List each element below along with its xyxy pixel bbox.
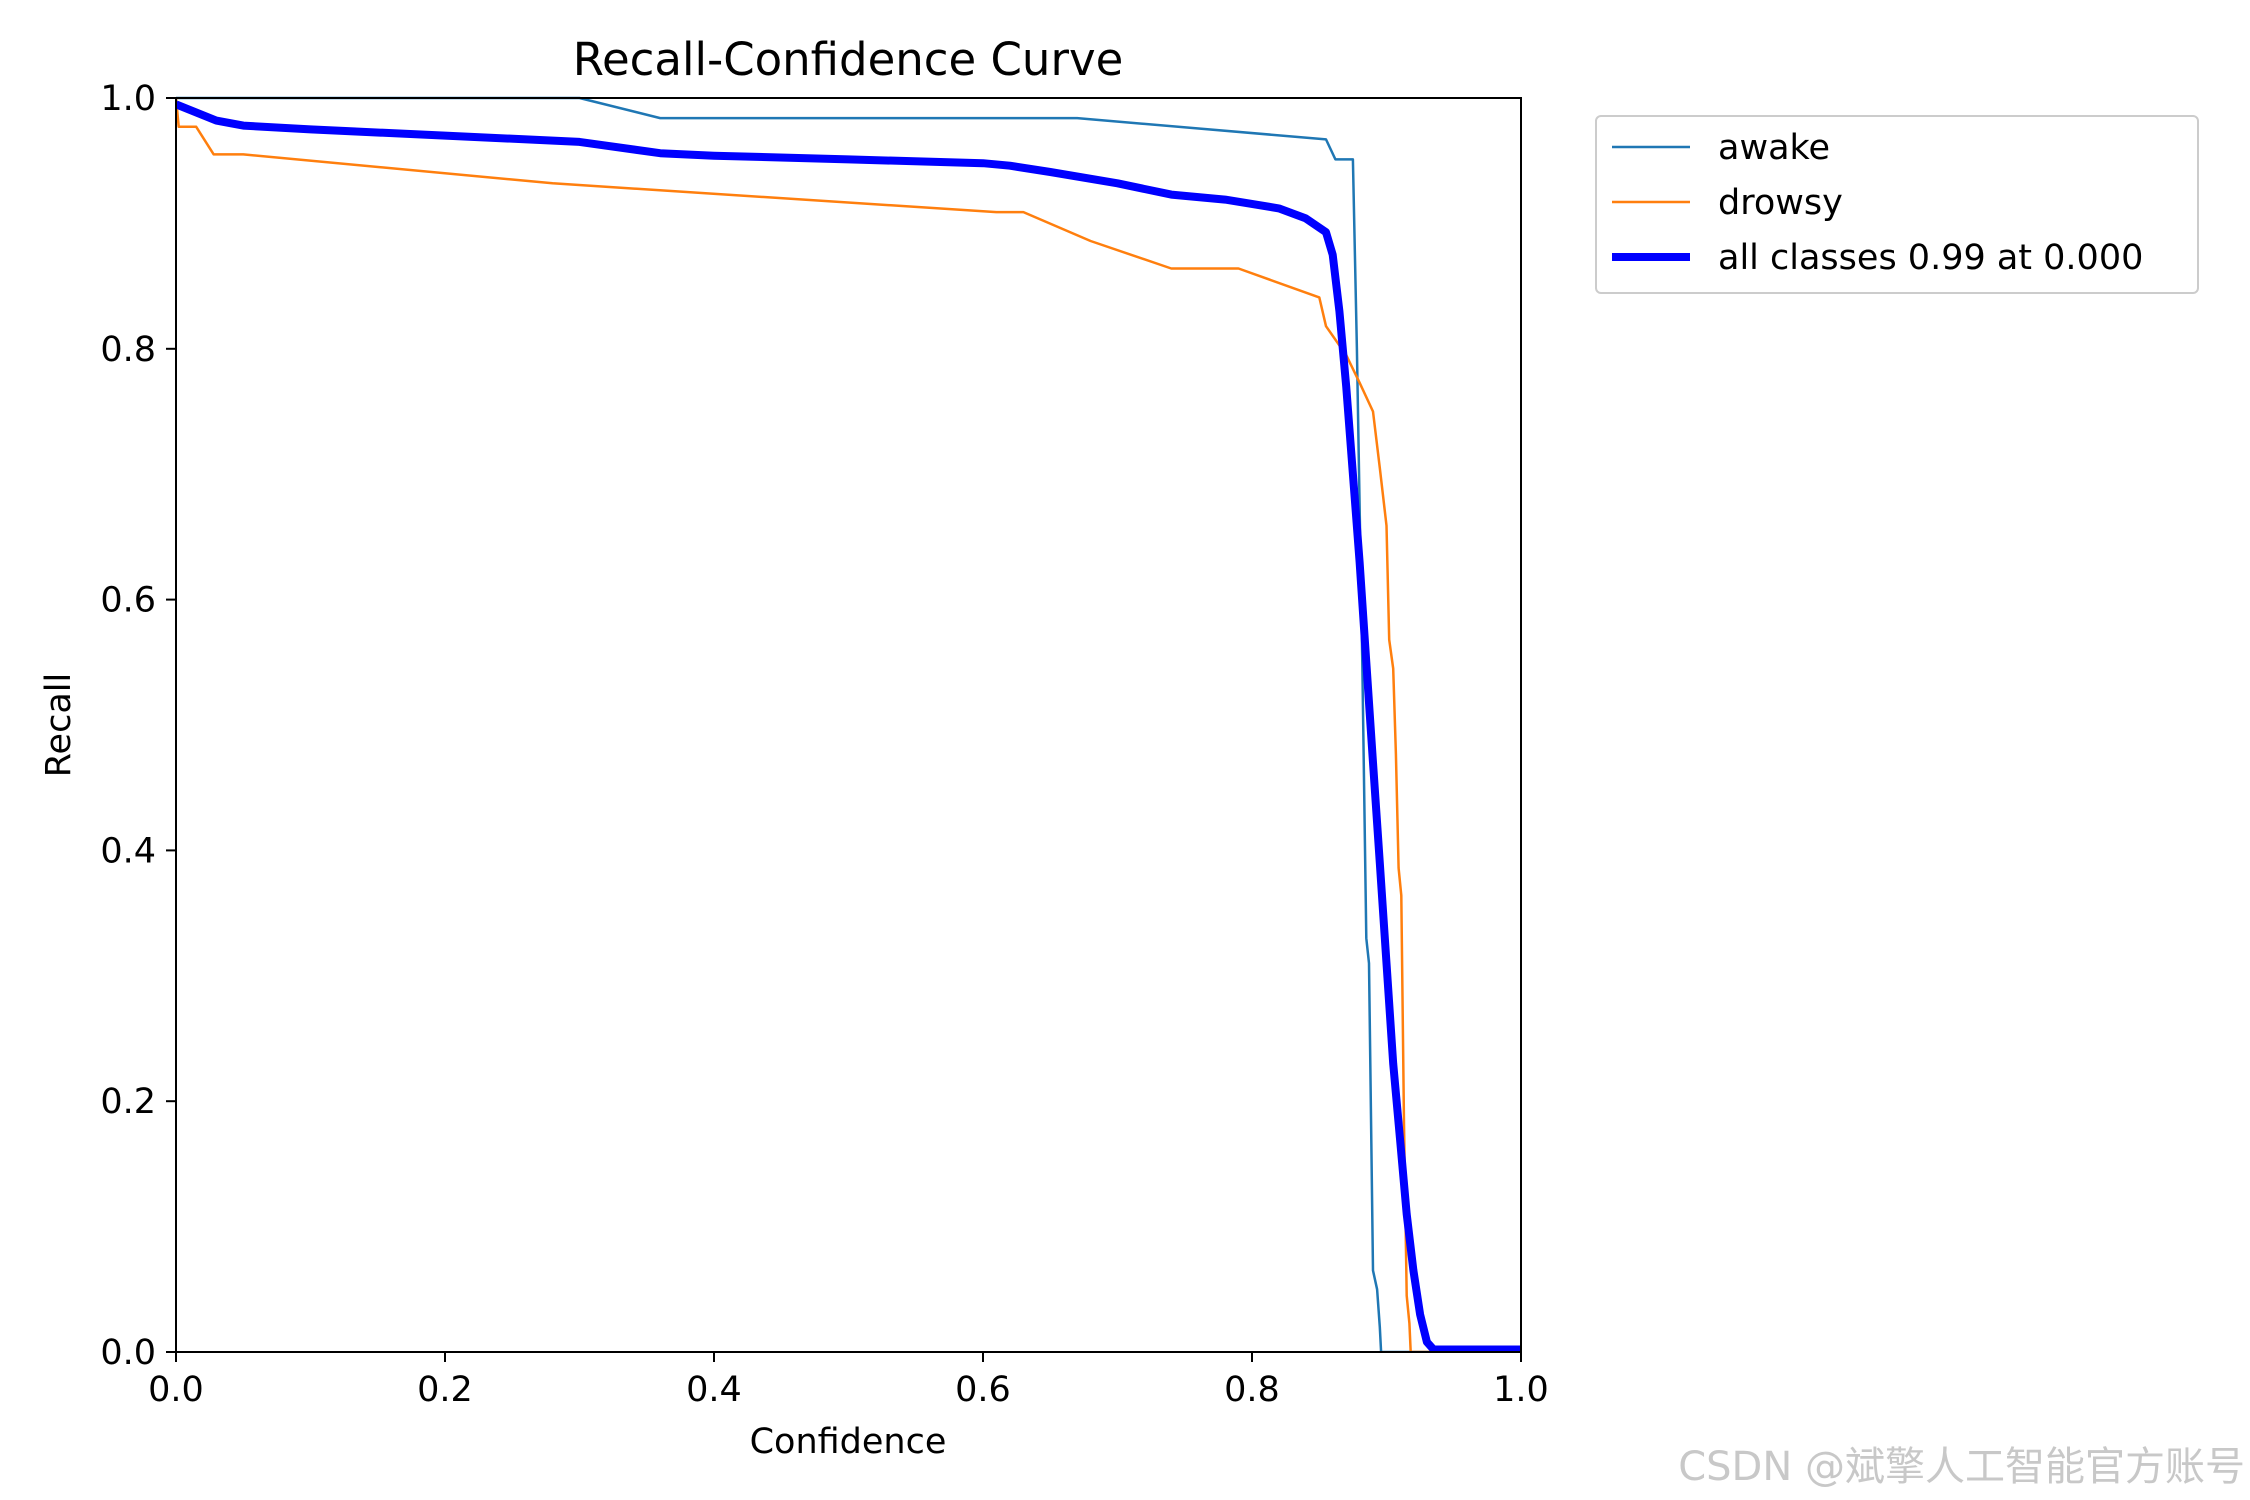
x-tick-label: 0.4 <box>686 1370 742 1410</box>
x-tick-label: 0.0 <box>148 1370 204 1410</box>
legend: awake drowsy all classes 0.99 at 0.000 <box>1595 115 2199 294</box>
legend-label: drowsy <box>1718 183 1843 223</box>
y-axis-label: Recall <box>39 673 79 777</box>
series-line-2 <box>176 100 1521 1352</box>
legend-label: awake <box>1718 128 1830 168</box>
y-axis-ticks: 0.0 0.2 0.4 0.6 0.8 1.0 <box>100 79 176 1373</box>
x-tick-label: 0.2 <box>417 1370 473 1410</box>
x-tick-label: 0.6 <box>955 1370 1011 1410</box>
y-tick-label: 0.0 <box>100 1333 156 1373</box>
y-tick-label: 0.2 <box>100 1082 156 1122</box>
y-tick-label: 1.0 <box>100 79 156 119</box>
series-line-0 <box>176 96 1521 1352</box>
y-tick-label: 0.4 <box>100 831 156 871</box>
x-tick-label: 0.8 <box>1224 1370 1280 1410</box>
series-layer <box>176 96 1521 1352</box>
x-axis-ticks: 0.0 0.2 0.4 0.6 0.8 1.0 <box>148 1352 1549 1410</box>
legend-label: all classes 0.99 at 0.000 <box>1718 238 2143 278</box>
y-tick-label: 0.8 <box>100 330 156 370</box>
x-tick-label: 1.0 <box>1493 1370 1549 1410</box>
x-axis-label: Confidence <box>750 1422 947 1462</box>
chart-title: Recall-Confidence Curve <box>573 33 1124 86</box>
series-line-1 <box>176 97 1521 1352</box>
legend-box <box>1595 115 2199 294</box>
watermark-text: CSDN @斌擎人工智能官方账号 <box>1678 1444 2245 1490</box>
plot-frame <box>175 97 1522 1353</box>
y-tick-label: 0.6 <box>100 581 156 621</box>
